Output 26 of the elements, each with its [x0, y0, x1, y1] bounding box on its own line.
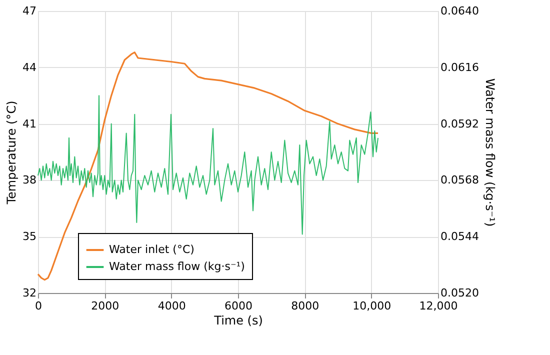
legend-label: Water inlet (°C)	[109, 243, 194, 256]
y-tick-label: 35	[22, 230, 36, 244]
x-tick-label: 12,000	[419, 300, 458, 312]
y-axis-title: Temperature (°C)	[4, 100, 19, 206]
legend-label: Water mass flow (kg·s⁻¹)	[109, 260, 245, 273]
x-tick-label: 0	[35, 300, 42, 312]
x-tick-label: 8000	[291, 300, 320, 312]
y2-tick-label: 0.0544	[440, 230, 479, 244]
y2-tick-label: 0.0568	[440, 174, 479, 187]
x-tick-label: 2000	[91, 300, 120, 312]
y2-tick-label: 0.0640	[440, 4, 479, 18]
y-tick-label: 47	[22, 4, 36, 18]
y2-tick-label: 0.0616	[440, 60, 479, 74]
y-tick-label: 41	[22, 117, 36, 130]
y-tick-label: 44	[22, 60, 36, 74]
line-series	[38, 95, 378, 235]
y-tick-label: 38	[22, 174, 36, 187]
line-series	[37, 52, 379, 281]
y2-tick-label: 0.0592	[440, 117, 479, 130]
x-tick-label: 4000	[158, 300, 186, 312]
y2-axis-title: Water mass flow (kg·s⁻¹)	[482, 78, 497, 227]
x-tick-label: 10,000	[352, 300, 392, 312]
x-axis-title: Time (s)	[213, 314, 263, 328]
y2-tick-label: 0.0520	[440, 286, 479, 300]
x-tick-label: 6000	[224, 300, 252, 312]
y-tick-label: 32	[22, 286, 36, 300]
